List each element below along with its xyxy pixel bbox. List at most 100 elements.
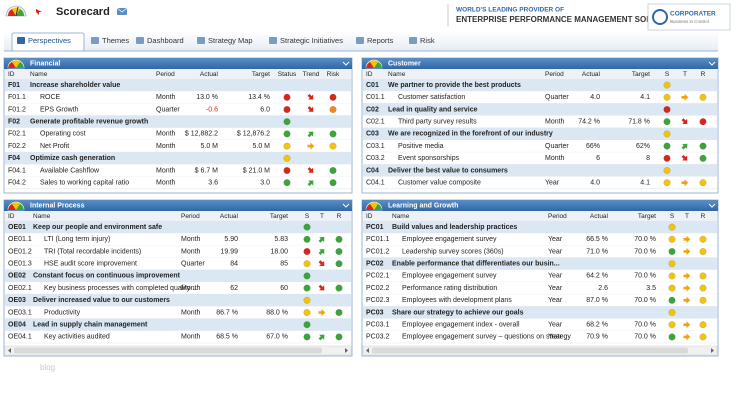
row-target: 70.0 % (634, 236, 656, 243)
status-icon (668, 333, 676, 341)
trend-arrow (318, 309, 326, 316)
trend-arrow (683, 321, 691, 329)
panel-gauge-green (374, 62, 382, 68)
row-name: Net Profit (40, 143, 69, 150)
status-icon (668, 260, 676, 268)
panel-gauge-red (366, 204, 374, 210)
scroll-right[interactable] (711, 348, 714, 353)
row-id: C02 (366, 106, 379, 113)
row-name: Employee engagement survey (402, 236, 497, 243)
status-icon (663, 154, 671, 162)
row-actual: 2.6 (598, 285, 608, 292)
status-icon (699, 296, 707, 304)
scroll-left[interactable] (366, 348, 369, 353)
row-name: Employees with development plans (402, 297, 512, 304)
panel: Customer ID Name Period Actual Target S T R C01 We… (361, 57, 719, 194)
status-icon (663, 81, 671, 89)
row-period: Month (181, 309, 201, 316)
status-icon (335, 247, 343, 255)
trend-arrow (683, 333, 691, 341)
tab-icon (91, 37, 99, 44)
logo-box (647, 3, 731, 31)
tab[interactable]: Strategic Initiatives (280, 36, 343, 45)
tab[interactable]: Perspectives (28, 36, 71, 45)
row-actual: -0.6 (206, 106, 218, 113)
status-icon (335, 333, 343, 341)
group-row (5, 79, 351, 92)
tab[interactable]: Themes (102, 36, 129, 45)
trend-arrow (307, 106, 314, 112)
column-header-row (5, 211, 351, 221)
status-icon (699, 179, 707, 187)
row-name: We are recognized in the forefront of ou… (388, 131, 553, 138)
scroll-right[interactable] (345, 348, 348, 353)
row-name: Performance rating distribution (402, 285, 497, 292)
tagline: WORLD'S LEADING PROVIDER OF (456, 7, 564, 14)
row-period: Month (181, 285, 201, 292)
row-period: Year (548, 285, 563, 292)
row-period: Month (156, 180, 176, 187)
trend-arrow (318, 249, 325, 255)
status-icon (663, 179, 671, 187)
tab-icon (356, 37, 364, 44)
row-id: F01.2 (8, 106, 26, 113)
data-row (5, 330, 351, 343)
row-name: Lead in supply chain management (33, 322, 148, 329)
scroll-left[interactable] (8, 348, 11, 353)
tab[interactable]: Strategy Map (208, 36, 253, 45)
trend-arrow (683, 284, 691, 292)
column-header: Target (252, 71, 270, 78)
panel-collapse[interactable] (708, 61, 716, 66)
group-row (5, 115, 351, 128)
panel-collapse[interactable] (342, 61, 350, 66)
row-actual: 68.2 % (586, 322, 608, 329)
data-row (5, 245, 351, 258)
status-icon (283, 179, 291, 187)
trend-arrow (318, 260, 325, 267)
data-row (363, 91, 717, 104)
panel-collapse[interactable] (342, 203, 350, 208)
row-name: ROCE (40, 94, 61, 101)
row-id: OE04.1 (8, 334, 32, 341)
trend-arrow (683, 272, 691, 280)
data-row (5, 176, 351, 189)
status-icon (283, 154, 291, 162)
mail-icon-flap (116, 7, 128, 13)
scrollbar-thumb[interactable] (14, 347, 322, 354)
row-name: Operating cost (40, 131, 86, 138)
row-id: C02.1 (366, 119, 385, 126)
row-id: C01.1 (366, 94, 385, 101)
panel-title: Customer (388, 61, 421, 68)
row-period: Month (545, 119, 565, 126)
column-header: Period (548, 213, 567, 220)
status-icon (329, 93, 337, 101)
row-period: Quarter (156, 106, 180, 113)
tab[interactable]: Dashboard (147, 36, 184, 45)
status-icon (283, 93, 291, 101)
row-name: Customer satisfaction (398, 94, 465, 101)
tab[interactable]: Reports (367, 36, 394, 45)
tab[interactable]: Risk (420, 36, 435, 45)
row-period: Month (156, 143, 176, 150)
row-id: PC03.2 (366, 334, 389, 341)
row-period: Year (548, 236, 563, 243)
status-icon (663, 130, 671, 138)
trend-arrow (683, 296, 691, 304)
panel-gauge-red (8, 62, 16, 68)
column-header: S (670, 213, 675, 220)
row-name: Enable performance that differentiates o… (392, 261, 560, 268)
row-name: Employee engagement survey – questions o… (402, 334, 571, 341)
row-actual: 3.6 (208, 180, 218, 187)
column-header: Target (270, 213, 288, 220)
gauge-yellow (12, 7, 20, 16)
column-header: S (665, 71, 670, 78)
panel-collapse[interactable] (708, 203, 716, 208)
row-period: Year (548, 248, 563, 255)
row-actual: 71.0 % (586, 248, 608, 255)
status-icon (303, 284, 311, 292)
column-header-row (5, 69, 351, 79)
row-id: C03 (366, 131, 379, 138)
scrollbar-thumb[interactable] (372, 347, 688, 354)
row-target: 85 (280, 261, 288, 268)
